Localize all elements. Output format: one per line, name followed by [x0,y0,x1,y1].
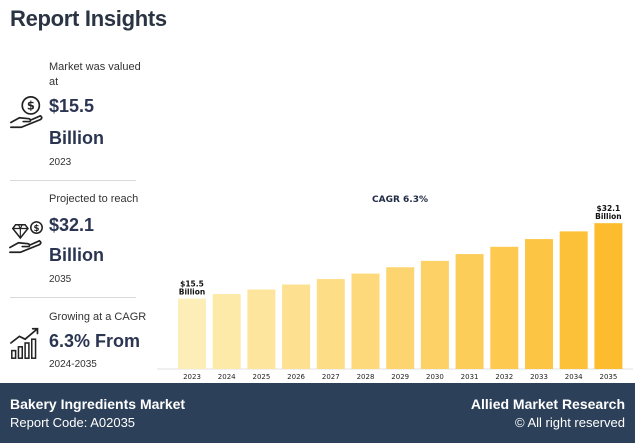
bar-2024 [212,294,241,369]
x-tick-label: 2026 [287,373,305,381]
data-label: $32.1 [597,204,621,213]
growth-chart-icon [9,327,39,359]
stat-label: Market was valued at [49,61,141,88]
market-name: Bakery Ingredients Market [10,396,186,412]
bar-2031 [455,254,484,369]
stat-label: Projected to reach [49,193,139,205]
svg-text:$: $ [27,99,35,113]
x-tick-label: 2023 [183,373,201,381]
x-tick-label: 2031 [461,373,479,381]
x-tick-label: 2035 [599,373,617,381]
stat-value: 6.3% From [49,331,141,351]
data-label: $15.5 [180,280,204,289]
stat-value: $32.1 [49,215,95,235]
x-tick-label: 2028 [357,373,375,381]
brand-name: Allied Market Research [470,396,625,412]
stat-projected-value: Projected to reach $ $32.1 Billion 2035 [0,191,150,301]
bar-2032 [490,246,519,369]
stat-year: 2023 [49,157,72,168]
bar-2030 [420,260,449,369]
chart-canvas: CAGR 6.3% 2023 2024 2025 2026 2027 2028 2029 20… [157,195,633,381]
copyright-text: © All right reserved [514,415,625,430]
x-tick-label: 2025 [252,373,270,381]
data-label: Billion [179,288,206,297]
stat-cagr: Growing at a CAGR 6.3% From 2024-2035 [0,308,150,380]
svg-text:$: $ [34,224,40,234]
stat-value-unit: Billion [49,245,104,265]
bar-2035 [594,223,623,369]
x-tick-label: 2034 [565,373,583,381]
stat-market-value: Market was valued at $ $15.5 Billion 202… [0,58,150,178]
divider [10,180,136,181]
x-tick-labels: 2023 2024 2025 2026 2027 2028 2029 2030 2031 2032… [183,373,617,381]
bar-2023 [178,298,206,369]
bar-2029 [386,267,415,369]
report-code: Report Code: A02035 [10,415,136,430]
x-tick-label: 2029 [391,373,409,381]
chart-title: CAGR 6.3% [372,195,428,205]
data-label: Billion [595,212,622,221]
divider [10,297,136,298]
stat-label: Growing at a CAGR [49,311,147,323]
footer-bar: Bakery Ingredients Market Report Code: A… [0,383,635,443]
stat-year: 2035 [49,274,72,285]
stat-value-unit: Billion [49,128,104,148]
x-tick-label: 2027 [322,373,340,381]
bars-group [178,223,623,369]
diamond-hand-icon: $ [9,221,43,254]
x-tick-label: 2024 [218,373,236,381]
stat-year-range: 2024-2035 [49,359,97,370]
bar-2028 [351,273,380,369]
bar-chart: CAGR 6.3% 2023 2024 2025 2026 2027 2028 2029 20… [155,188,635,383]
bar-2034 [559,231,588,369]
bar-2027 [316,279,345,369]
stat-value: $15.5 [49,96,95,116]
x-tick-label: 2032 [495,373,513,381]
bar-2033 [525,239,553,369]
bar-2025 [247,289,276,369]
x-tick-label: 2030 [426,373,444,381]
money-hand-icon: $ [9,95,43,129]
page-title: Report Insights [10,6,167,31]
x-tick-label: 2033 [530,373,548,381]
bar-2026 [282,284,311,369]
